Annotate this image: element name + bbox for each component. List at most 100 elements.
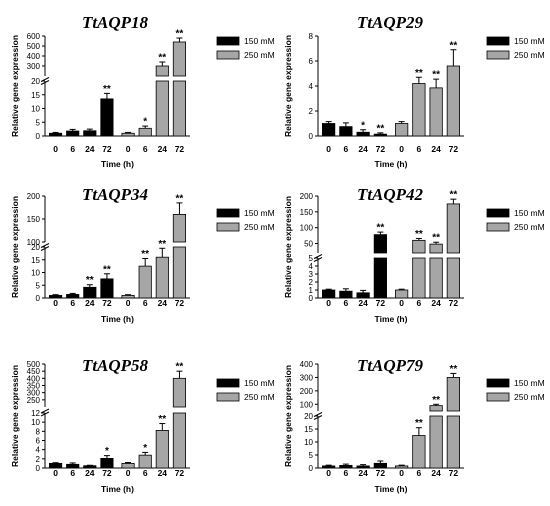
- bar: [66, 130, 80, 137]
- x-tick-label: 72: [102, 468, 112, 478]
- chart-title: TtAQP42: [357, 185, 424, 204]
- bar: [100, 98, 114, 137]
- significance-label: **: [432, 233, 440, 244]
- y-tick-label: 1: [309, 286, 314, 295]
- y-tick-label: 400: [27, 52, 41, 61]
- chart-title: TtAQP18: [82, 13, 149, 32]
- axis-break-mark: [40, 80, 50, 85]
- legend-label: 150 mM: [244, 378, 275, 388]
- x-tick-label: 6: [417, 468, 422, 478]
- x-tick-label: 24: [158, 468, 168, 478]
- legend-label: 250 mM: [514, 392, 545, 402]
- x-tick-label: 72: [376, 468, 386, 478]
- y-tick-label: 20: [304, 412, 313, 421]
- y-axis-label: Relative gene expression: [10, 365, 20, 467]
- x-tick-label: 24: [358, 468, 368, 478]
- x-tick-label: 6: [70, 468, 75, 478]
- bar: [429, 415, 443, 469]
- y-tick-label: 250: [27, 396, 41, 405]
- x-tick-label: 0: [53, 298, 58, 308]
- bar-upper-part: [446, 377, 460, 412]
- y-tick-label: 200: [300, 387, 314, 396]
- x-tick-label: 72: [376, 298, 386, 308]
- significance-label: **: [376, 123, 384, 134]
- y-axis-label: Relative gene expression: [283, 365, 293, 467]
- bar-upper-part: [412, 239, 426, 254]
- legend-swatch: [486, 208, 510, 218]
- significance-label: **: [158, 239, 166, 250]
- chart-title: TtAQP79: [357, 356, 424, 375]
- x-tick-label: 6: [417, 144, 422, 154]
- significance-label: **: [103, 84, 111, 95]
- x-tick-label: 0: [53, 468, 58, 478]
- y-tick-label: 300: [27, 389, 41, 398]
- legend-label: 250 mM: [514, 50, 545, 60]
- legend-swatch: [216, 36, 240, 46]
- y-tick-label: 300: [300, 373, 314, 382]
- y-tick-label: 20: [31, 77, 40, 86]
- x-tick-label: 6: [143, 144, 148, 154]
- x-tick-label: 72: [175, 468, 185, 478]
- bar-upper-part: [172, 377, 187, 408]
- y-tick-label: 0: [36, 294, 41, 303]
- legend-swatch: [216, 222, 240, 232]
- y-tick-label: 350: [27, 382, 41, 391]
- x-tick-label: 24: [85, 298, 95, 308]
- x-tick-label: 72: [102, 144, 112, 154]
- bar: [138, 454, 152, 469]
- legend-label: 150 mM: [514, 378, 545, 388]
- x-tick-label: 72: [449, 144, 459, 154]
- y-tick-label: 3: [309, 270, 314, 279]
- x-tick-label: 24: [431, 144, 441, 154]
- x-tick-label: 0: [126, 298, 131, 308]
- bar: [373, 257, 387, 299]
- chart-title: TtAQP29: [357, 13, 424, 32]
- x-axis-label: Time (h): [375, 314, 408, 324]
- significance-label: **: [449, 40, 457, 51]
- legend-swatch: [486, 392, 510, 402]
- legend-label: 150 mM: [244, 208, 275, 218]
- bar-upper-part: [155, 65, 169, 77]
- bar: [373, 133, 387, 137]
- y-tick-label: 100: [300, 224, 314, 233]
- bar: [339, 126, 353, 137]
- x-axis-label: Time (h): [101, 159, 134, 169]
- y-tick-label: 5: [309, 451, 314, 460]
- x-axis-label: Time (h): [375, 484, 408, 494]
- legend-label: 150 mM: [514, 36, 545, 46]
- y-tick-label: 12: [31, 409, 40, 418]
- significance-label: **: [432, 395, 440, 406]
- axis-break-mark: [40, 408, 50, 414]
- y-tick-label: 450: [27, 367, 41, 376]
- y-tick-label: 100: [27, 238, 41, 247]
- axis-break-mark: [313, 412, 323, 417]
- significance-label: **: [176, 362, 184, 373]
- x-tick-label: 0: [126, 468, 131, 478]
- significance-label: *: [143, 117, 147, 128]
- significance-label: *: [143, 443, 147, 454]
- x-tick-label: 6: [344, 144, 349, 154]
- bar: [322, 123, 336, 137]
- x-tick-label: 0: [326, 468, 331, 478]
- x-tick-label: 6: [143, 468, 148, 478]
- x-tick-label: 0: [326, 298, 331, 308]
- y-tick-label: 10: [304, 438, 313, 447]
- y-tick-label: 5: [36, 281, 41, 290]
- y-tick-label: 10: [31, 418, 40, 427]
- axis-break-mark: [40, 246, 50, 251]
- x-tick-label: 24: [431, 298, 441, 308]
- legend-label: 250 mM: [244, 222, 275, 232]
- axis-break-mark: [313, 415, 323, 420]
- x-tick-label: 6: [70, 144, 75, 154]
- significance-label: **: [415, 68, 423, 79]
- y-tick-label: 5: [309, 254, 314, 263]
- x-tick-label: 0: [399, 144, 404, 154]
- x-tick-label: 0: [326, 144, 331, 154]
- y-tick-label: 500: [27, 42, 41, 51]
- significance-label: **: [376, 223, 384, 234]
- axis-break-mark: [40, 411, 50, 417]
- bar-upper-part: [446, 203, 460, 254]
- y-tick-label: 500: [27, 360, 41, 369]
